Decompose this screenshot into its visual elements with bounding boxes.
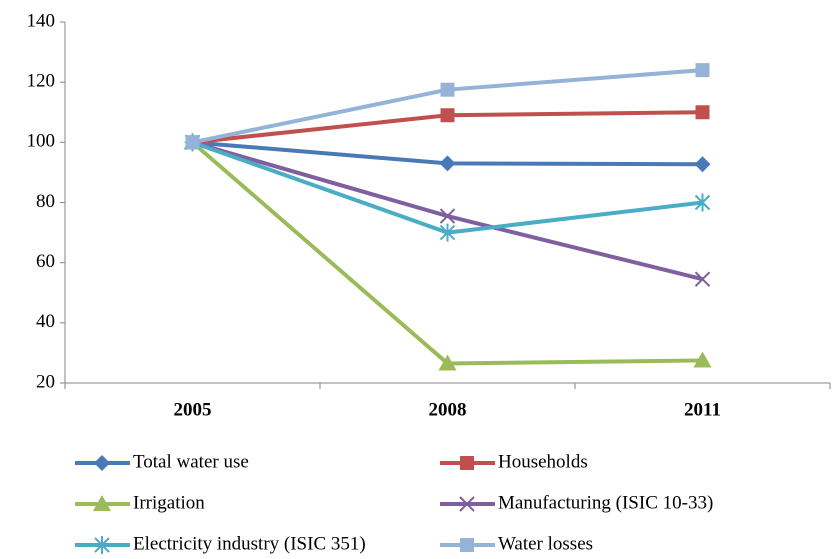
y-tick-label: 120 bbox=[27, 71, 56, 92]
series-line bbox=[191, 140, 703, 366]
marker bbox=[440, 82, 455, 97]
legend-label: Manufacturing (ISIC 10-33) bbox=[498, 492, 713, 513]
legend-label: Electricity industry (ISIC 351) bbox=[133, 533, 366, 554]
legend-label: Total water use bbox=[133, 451, 249, 472]
legend-marker bbox=[460, 538, 474, 552]
legend-marker bbox=[93, 495, 111, 511]
legend-marker bbox=[94, 536, 110, 554]
marker bbox=[439, 223, 456, 242]
marker bbox=[439, 155, 456, 172]
legend-label: Irrigation bbox=[133, 492, 205, 513]
marker bbox=[185, 135, 200, 150]
x-tick-label: 2008 bbox=[429, 399, 467, 420]
y-tick-label: 20 bbox=[36, 371, 55, 392]
y-tick-label: 40 bbox=[36, 311, 55, 332]
marker bbox=[438, 354, 457, 371]
legend-label: Water losses bbox=[498, 533, 593, 554]
marker bbox=[440, 108, 455, 123]
series-line bbox=[192, 68, 703, 145]
y-tick-label: 80 bbox=[36, 191, 55, 212]
legend-marker bbox=[459, 496, 475, 512]
marker bbox=[439, 208, 456, 224]
legend-marker bbox=[460, 456, 474, 470]
y-tick-label: 140 bbox=[27, 10, 56, 31]
marker bbox=[694, 271, 711, 287]
marker bbox=[694, 193, 711, 212]
marker bbox=[695, 63, 710, 78]
legend-marker bbox=[94, 455, 110, 471]
x-tick-label: 2005 bbox=[174, 399, 212, 420]
x-tick-label: 2011 bbox=[684, 399, 721, 420]
marker bbox=[694, 156, 711, 173]
legend-label: Households bbox=[498, 451, 588, 472]
marker bbox=[695, 105, 710, 120]
marker bbox=[693, 351, 712, 368]
y-tick-label: 60 bbox=[36, 251, 55, 272]
y-tick-label: 100 bbox=[27, 131, 56, 152]
